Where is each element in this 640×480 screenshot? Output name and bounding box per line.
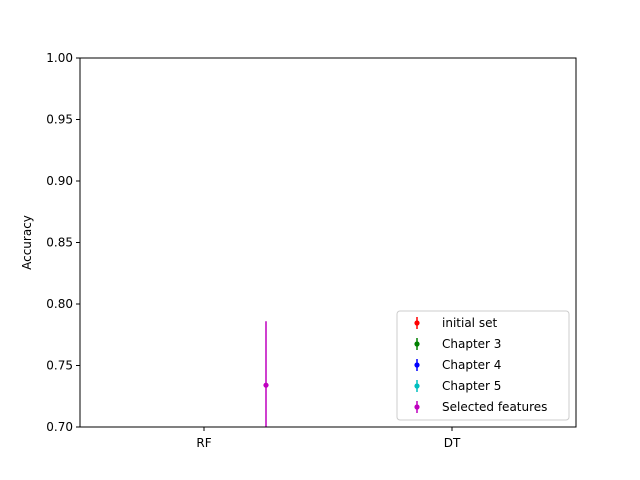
legend-label: Chapter 4 xyxy=(442,358,501,372)
x-axis: RF DT xyxy=(196,427,461,450)
x-tick-label: DT xyxy=(444,436,461,450)
legend-marker xyxy=(414,341,420,347)
y-axis: 0.70 0.75 0.80 0.85 0.90 0.95 1.00 xyxy=(46,51,80,434)
y-tick-label: 1.00 xyxy=(46,51,73,65)
legend-marker xyxy=(414,362,420,368)
legend: initial set Chapter 3 Chapter 4 Chapter 5 Se… xyxy=(396,310,570,421)
data-point xyxy=(263,382,269,388)
x-tick-label: RF xyxy=(196,436,211,450)
legend-label: Chapter 3 xyxy=(442,337,501,351)
y-tick-label: 0.75 xyxy=(46,359,73,373)
y-tick-label: 0.70 xyxy=(46,420,73,434)
y-axis-label: Accuracy xyxy=(20,215,34,270)
legend-marker xyxy=(414,383,420,389)
y-tick-label: 0.85 xyxy=(46,236,73,250)
y-tick-label: 0.90 xyxy=(46,174,73,188)
legend-label: initial set xyxy=(442,316,497,330)
y-tick-label: 0.95 xyxy=(46,113,73,127)
legend-marker xyxy=(414,404,420,410)
y-tick-label: 0.80 xyxy=(46,297,73,311)
plot-area xyxy=(263,321,269,427)
legend-box xyxy=(396,310,570,421)
legend-label: Selected features xyxy=(442,400,547,414)
legend-marker xyxy=(414,320,420,326)
legend-label: Chapter 5 xyxy=(442,379,501,393)
